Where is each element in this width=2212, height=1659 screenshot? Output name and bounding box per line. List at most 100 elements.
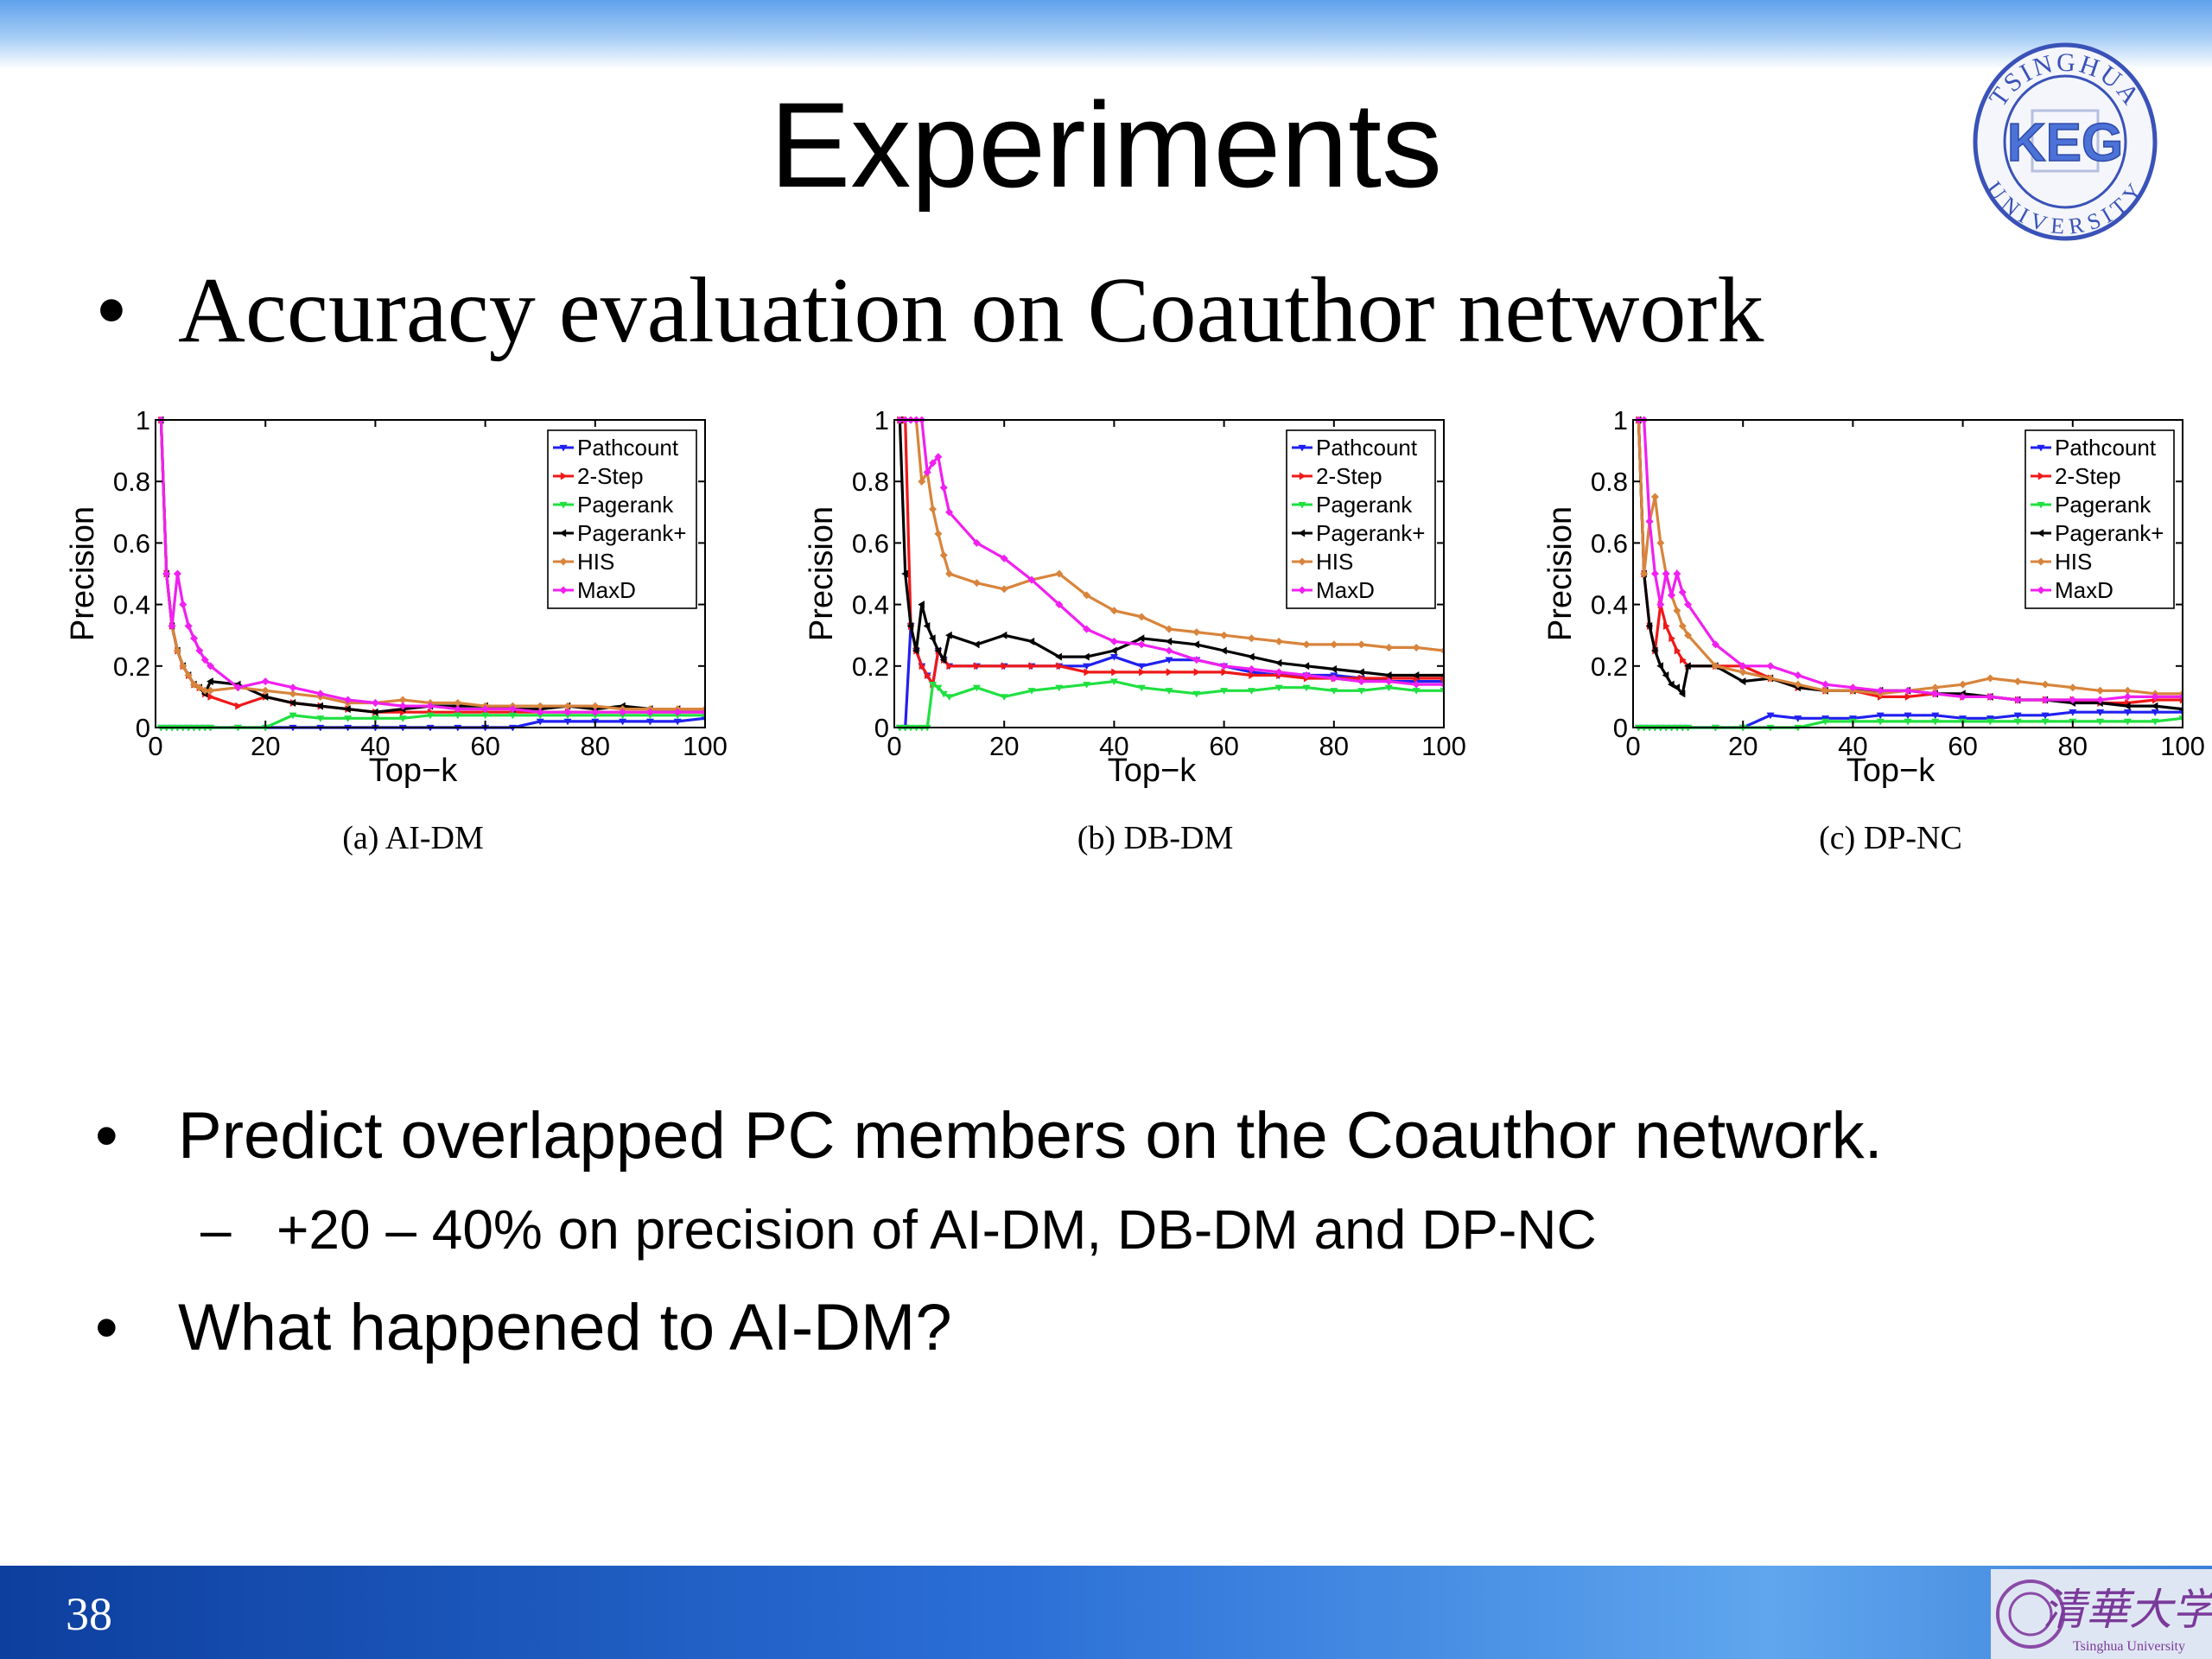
series-point (1055, 684, 1064, 692)
series-point (261, 692, 269, 701)
y-tick-label: 0 (136, 713, 150, 743)
series-point (972, 579, 981, 588)
series-point (1220, 662, 1229, 671)
series-point (1165, 637, 1173, 645)
x-tick-label: 60 (1209, 731, 1238, 761)
series-point (1193, 668, 1201, 677)
series-point (173, 646, 181, 655)
series-point (1440, 646, 1444, 655)
series-point (1904, 712, 1912, 720)
series-point (371, 699, 379, 708)
series-point (1274, 658, 1282, 667)
series-point (398, 715, 407, 722)
series-point (563, 718, 572, 726)
series-point (901, 569, 908, 578)
series-pathcount (156, 715, 705, 731)
series-point (1674, 646, 1681, 655)
series-point (673, 708, 682, 716)
series-point (1668, 591, 1676, 600)
series-point (1645, 517, 1654, 525)
series-point (1055, 652, 1062, 661)
series-point (1656, 601, 1665, 609)
series-point (591, 708, 600, 716)
series-point (1274, 668, 1283, 677)
series-line (899, 418, 1444, 689)
series-point (701, 708, 705, 716)
sub-bullet-dash: – (200, 1198, 232, 1261)
y-axis-label: Precision (1542, 506, 1579, 641)
charts-area: 0 20 40 60 80 10000.20.40.60.81Top−kPrecision… (65, 405, 2205, 856)
series-point (1656, 538, 1665, 547)
series-point (289, 683, 297, 692)
series-point (1220, 688, 1229, 695)
series-point (2151, 692, 2159, 701)
series-point (934, 684, 943, 692)
series-line (899, 418, 1444, 686)
series-point (1931, 690, 1940, 698)
series-point (168, 622, 176, 631)
tsinghua-footer-logo: 清華大学 Tsinghua University (1991, 1569, 2212, 1659)
legend-marker (2037, 501, 2045, 509)
series-point (1109, 646, 1117, 655)
series-point (1711, 662, 1719, 671)
series-point (1137, 613, 1146, 621)
series-point (2123, 702, 2131, 710)
series-point (1000, 631, 1007, 639)
legend-entry: Pathcount (1316, 435, 1418, 461)
series-point (1678, 622, 1687, 631)
x-tick-label: 40 (1099, 731, 1128, 761)
series-point (945, 694, 954, 701)
series-point (2151, 718, 2159, 726)
series-pagerank (895, 678, 1444, 731)
series-point (2123, 692, 2132, 701)
series-point (508, 705, 517, 714)
legend-marker (1298, 557, 1306, 566)
series-point (1440, 688, 1444, 695)
series-point (184, 622, 193, 631)
series-point (1055, 569, 1064, 578)
y-tick-label: 0 (874, 713, 889, 743)
x-tick-label: 60 (470, 731, 499, 761)
series-point (1357, 677, 1366, 686)
series-point (1192, 656, 1201, 664)
series-point (233, 683, 242, 692)
series-point (289, 712, 297, 720)
series-point (972, 538, 981, 547)
series-point (1738, 668, 1747, 677)
series-point (481, 712, 490, 720)
series-point (929, 459, 938, 467)
series-point (398, 702, 407, 710)
chart-caption: (c) DP-NC (1819, 820, 1962, 856)
logo-keg-text: KEG (2007, 113, 2123, 173)
bullet-dot: • (95, 1291, 118, 1364)
series-point (195, 683, 204, 692)
series-point (2123, 718, 2132, 726)
series-point (2041, 718, 2050, 726)
bottom-gradient-bar (0, 1566, 2212, 1659)
series-point (1055, 601, 1064, 609)
series-point (344, 705, 351, 714)
series-point (190, 634, 199, 643)
legend-marker (2037, 529, 2044, 537)
y-tick-label: 0 (1613, 713, 1628, 743)
series-point (2096, 696, 2105, 704)
legend-entry: MaxD (2055, 577, 2113, 603)
x-tick-label: 20 (251, 731, 280, 761)
series-point (934, 646, 942, 655)
series-point (1028, 662, 1036, 671)
series-point (1711, 640, 1719, 649)
series-point (316, 715, 325, 722)
series-point (481, 705, 490, 714)
series-point (173, 569, 181, 578)
series-point (1165, 646, 1173, 655)
series-point (1000, 585, 1008, 594)
series-point (1165, 625, 1173, 633)
x-axis-label: Top−k (1108, 753, 1197, 789)
legend-entry: Pathcount (2055, 435, 2157, 461)
series-point (1083, 652, 1090, 661)
series-point (1001, 662, 1008, 671)
series-point (1084, 668, 1091, 677)
series-point (918, 601, 925, 609)
legend-marker (1298, 529, 1306, 537)
series-point (426, 712, 435, 720)
